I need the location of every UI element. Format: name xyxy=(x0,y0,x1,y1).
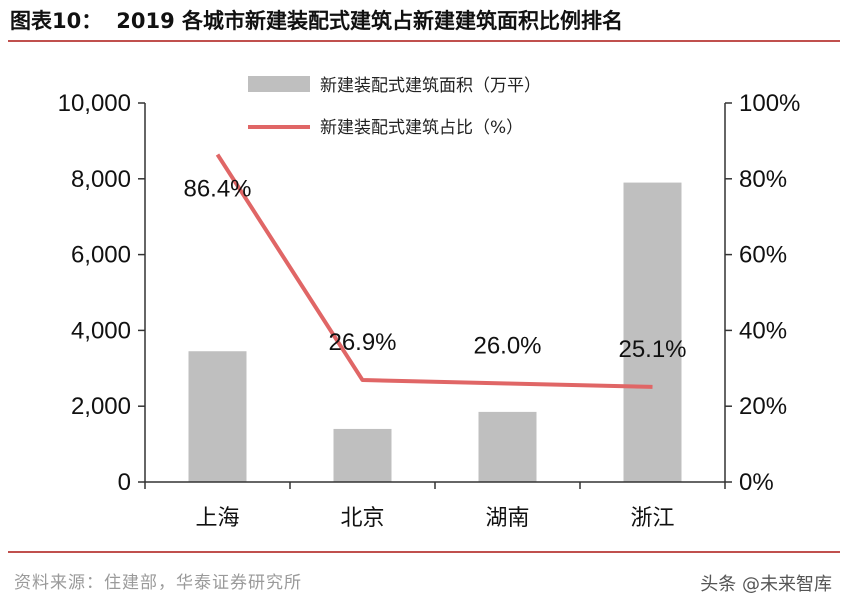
legend-bar-label: 新建装配式建筑面积（万平） xyxy=(320,76,541,96)
left-tick-label: 8,000 xyxy=(71,166,131,193)
top-divider xyxy=(8,40,840,42)
left-tick-label: 10,000 xyxy=(58,90,131,117)
right-tick-label: 100% xyxy=(739,90,800,117)
category-label: 上海 xyxy=(195,506,239,531)
left-tick-label: 2,000 xyxy=(71,393,131,420)
category-label: 北京 xyxy=(340,506,384,531)
data-label: 26.0% xyxy=(473,332,541,359)
bottom-divider xyxy=(8,551,840,553)
right-tick-label: 40% xyxy=(739,317,787,344)
left-tick-label: 6,000 xyxy=(71,242,131,269)
bar xyxy=(478,411,537,482)
source-note: 资料来源：住建部，华泰证券研究所 xyxy=(14,573,302,593)
bar xyxy=(333,428,392,482)
right-tick-label: 20% xyxy=(739,393,787,420)
title-text: 2019 各城市新建装配式建筑占新建建筑面积比例排名 xyxy=(116,9,623,33)
right-tick-label: 80% xyxy=(739,166,787,193)
figure-label: 图表10： xyxy=(10,9,103,33)
right-tick-label: 0% xyxy=(739,469,774,496)
bar xyxy=(188,351,247,482)
category-label: 浙江 xyxy=(630,506,674,531)
category-label: 湖南 xyxy=(485,506,529,531)
data-label: 86.4% xyxy=(183,176,251,203)
chart: 0 2,000 4,000 6,000 8,000 10,000 0% 20% 40% 60% 80… xyxy=(58,76,800,531)
data-label: 26.9% xyxy=(328,329,396,356)
data-label: 25.1% xyxy=(618,336,686,363)
chart-title: 图表10： 2019 各城市新建装配式建筑占新建建筑面积比例排名 xyxy=(10,6,623,36)
left-tick-label: 4,000 xyxy=(71,317,131,344)
right-tick-label: 60% xyxy=(739,242,787,269)
legend-bar-swatch xyxy=(248,76,310,92)
legend-line-label: 新建装配式建筑占比（%） xyxy=(320,118,523,138)
percentage-line xyxy=(215,153,653,389)
watermark: 头条 @未来智库 xyxy=(700,570,832,596)
bar xyxy=(623,182,682,482)
watermark-text: 头条 @未来智库 xyxy=(700,574,832,595)
left-tick-label: 0 xyxy=(118,469,131,496)
